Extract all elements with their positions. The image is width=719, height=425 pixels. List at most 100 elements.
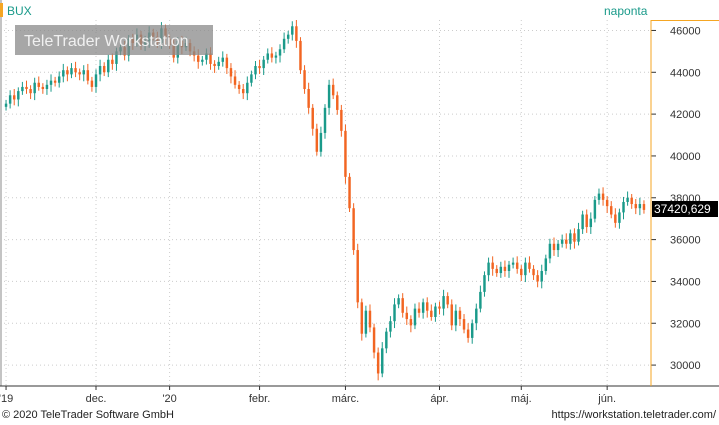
candle-body — [201, 59, 204, 62]
candle-body — [282, 38, 286, 50]
candle-body — [49, 80, 53, 85]
candle-body — [569, 233, 572, 244]
candle-body — [446, 296, 449, 305]
candle-body — [548, 243, 552, 259]
candle-body — [381, 348, 384, 374]
candle-body — [53, 80, 57, 83]
candle-body — [397, 298, 400, 305]
candle-body — [74, 68, 77, 73]
symbol-marker — [0, 3, 3, 17]
candle-body — [237, 84, 241, 90]
candle-body — [487, 262, 490, 276]
candle-body — [221, 57, 224, 62]
candle-body — [274, 55, 278, 58]
candle-body — [115, 51, 118, 64]
y-tick-label: 32000 — [670, 318, 701, 330]
candle-body — [532, 268, 535, 276]
candle-body — [323, 107, 327, 133]
candle-body — [520, 268, 523, 276]
candle-body — [426, 302, 429, 311]
candle-body — [552, 243, 556, 251]
candle-body — [466, 329, 470, 338]
candle-body — [540, 270, 543, 282]
watermark-text: TeleTrader Workstation — [24, 33, 189, 50]
candle-body — [442, 296, 445, 309]
y-tick-label: 30000 — [670, 360, 701, 372]
candle-body — [254, 66, 257, 75]
candle-body — [515, 262, 519, 269]
candle-body — [560, 239, 564, 244]
candle-body — [499, 266, 503, 274]
candle-body — [581, 214, 584, 230]
candle-body — [352, 208, 355, 251]
candle-body — [21, 86, 24, 92]
candle-body — [479, 291, 482, 309]
candle-body — [107, 59, 110, 73]
candle-body — [368, 310, 372, 328]
y-tick-label: 36000 — [670, 235, 701, 247]
candle-body — [434, 306, 437, 317]
candle-body — [331, 84, 335, 96]
candle-body — [286, 34, 290, 39]
candle-body — [233, 76, 237, 85]
candle-body — [389, 321, 392, 332]
candle-body — [246, 82, 249, 94]
symbol-label: BUX — [7, 4, 32, 18]
candle-body — [610, 206, 613, 215]
candle-body — [303, 70, 306, 90]
x-tick-label: dec. — [86, 393, 107, 405]
candle-body — [336, 95, 339, 110]
candle-body — [258, 66, 261, 69]
source-url: https://workstation.teletrader.com/ — [551, 409, 716, 421]
candle-body — [102, 66, 106, 73]
candlestick-chart: 3000032000340003600038000400004200044000… — [0, 0, 719, 407]
candle-body — [29, 89, 32, 94]
candle-body — [205, 53, 208, 60]
x-tick-label: márc. — [332, 393, 360, 405]
candle-body — [618, 212, 621, 223]
candle-body — [25, 86, 28, 90]
candle-body — [413, 308, 417, 326]
candle-body — [450, 304, 453, 326]
candle-body — [70, 68, 73, 75]
candle-body — [213, 63, 216, 67]
candle-body — [217, 61, 220, 67]
candle-body — [94, 74, 98, 87]
x-tick-label: ápr. — [430, 393, 448, 405]
candle-body — [638, 204, 642, 209]
candle-body — [589, 218, 593, 228]
candle-body — [462, 319, 466, 330]
candle-body — [622, 201, 625, 213]
y-tick-label: 44000 — [670, 67, 701, 79]
candle-body — [634, 204, 638, 209]
candle-body — [344, 130, 347, 177]
candle-body — [17, 91, 20, 100]
candle-body — [111, 59, 114, 64]
candle-body — [385, 331, 388, 349]
x-axis: '19 dec. '20 febr. márc. ápr. máj. jún. — [0, 386, 616, 405]
x-tick-label: '20 — [162, 393, 176, 405]
candle-body — [507, 264, 511, 271]
candle-body — [421, 302, 425, 313]
candle-body — [491, 262, 494, 269]
candle-body — [12, 95, 16, 100]
candle-body — [299, 40, 302, 71]
y-tick-label: 46000 — [670, 25, 701, 37]
y-tick-label: 42000 — [670, 109, 701, 121]
candle-body — [348, 176, 351, 209]
candle-body — [225, 57, 229, 69]
x-tick-label: máj. — [511, 393, 532, 405]
candle-body — [454, 310, 458, 326]
candle-body — [57, 76, 61, 83]
candle-body — [475, 308, 478, 324]
candle-body — [642, 204, 646, 210]
candle-body — [401, 298, 404, 313]
candle-body — [438, 306, 441, 309]
candle-body — [82, 70, 85, 75]
candle-body — [536, 275, 539, 282]
candle-body — [295, 26, 298, 41]
candle-body — [573, 233, 576, 242]
candle-body — [315, 128, 319, 152]
x-tick-label: '19 — [0, 393, 13, 405]
candle-body — [458, 310, 462, 320]
